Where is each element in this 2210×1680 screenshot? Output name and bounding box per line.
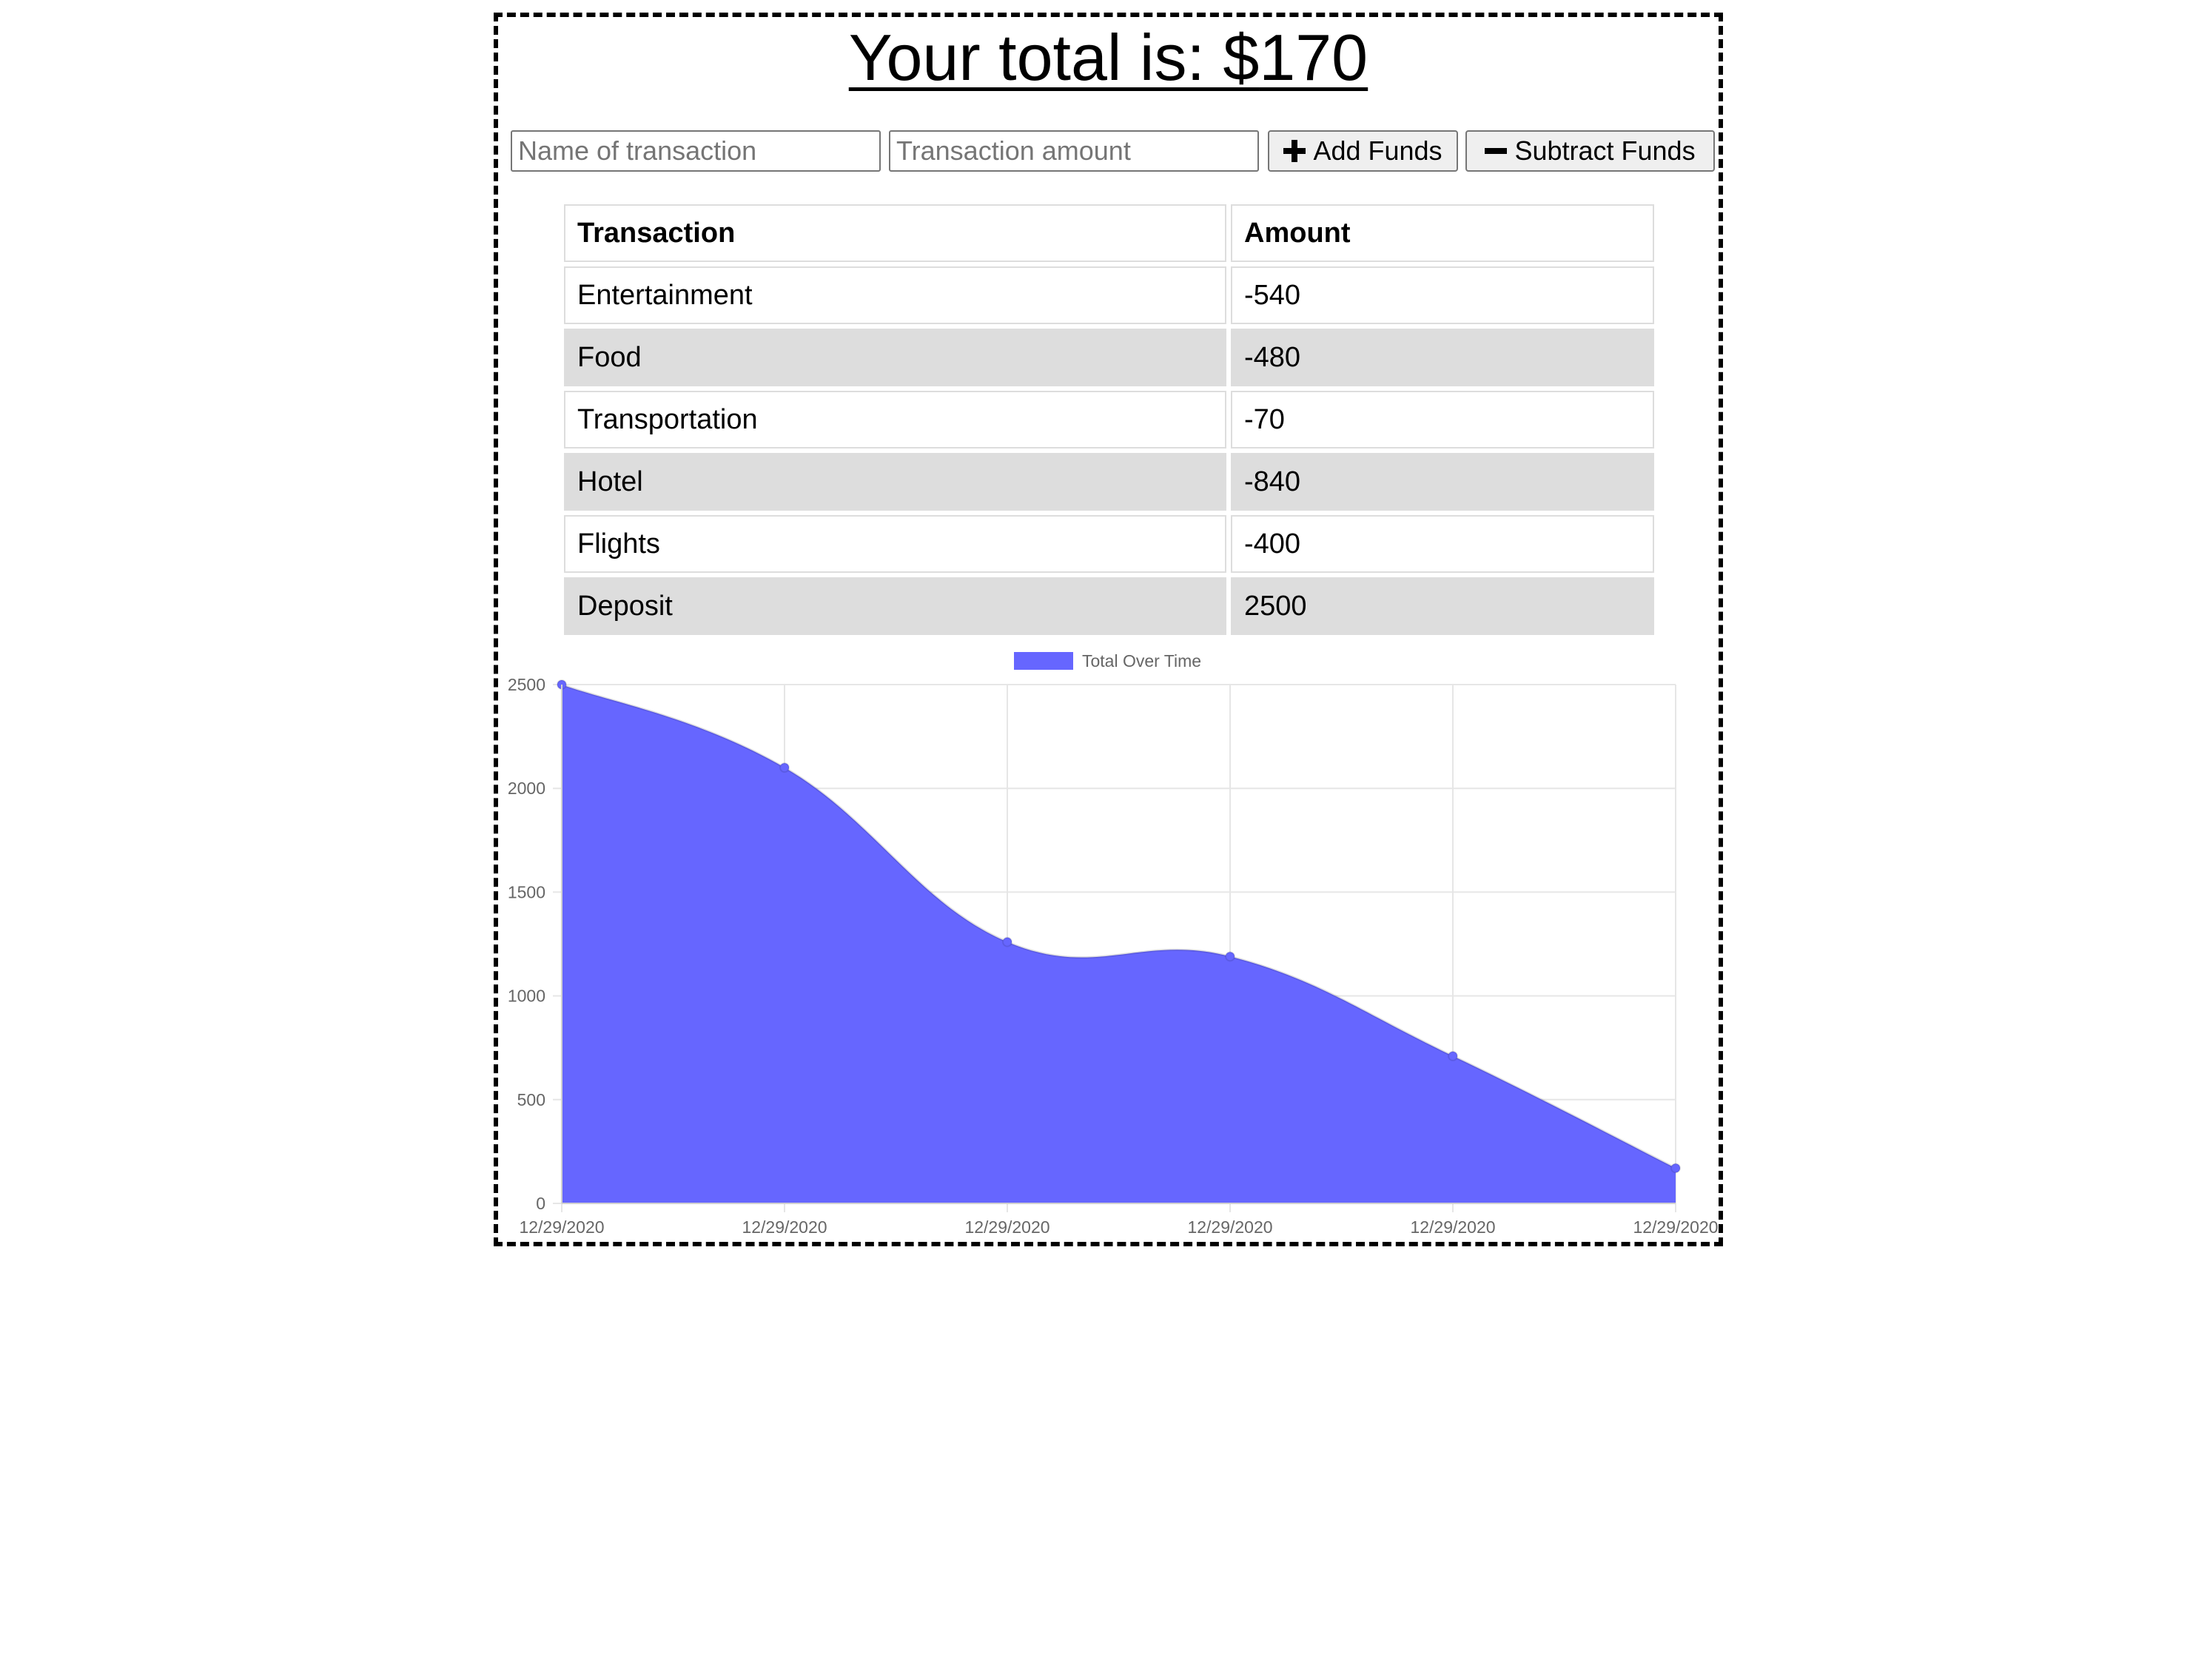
header-amount: Amount: [1231, 204, 1654, 262]
table-row: Flights -400: [564, 515, 1654, 573]
transaction-amount: -840: [1231, 453, 1654, 511]
data-point: [779, 762, 790, 773]
y-tick-label: 0: [536, 1194, 545, 1213]
header-transaction: Transaction: [564, 204, 1226, 262]
x-tick-label: 12/29/2020: [1410, 1217, 1495, 1237]
chart-svg: 0 500 1000 1500 2000 2500 12/29/2020 12/29/2020…: [508, 651, 1719, 1237]
x-tick-label: 12/29/2020: [1633, 1217, 1718, 1237]
table-header-row: Transaction Amount: [564, 204, 1654, 262]
budget-container: Your total is: $170 Add Funds Subtract F…: [494, 13, 1723, 1246]
series-area: [562, 685, 1676, 1203]
transaction-name: Food: [564, 329, 1226, 386]
y-tick-label: 2000: [508, 779, 545, 798]
y-tick-label: 1500: [508, 882, 545, 901]
x-tick-label: 12/29/2020: [1187, 1217, 1272, 1237]
data-point: [1670, 1163, 1681, 1174]
transaction-name: Transportation: [564, 391, 1226, 448]
plus-icon: [1283, 140, 1306, 162]
data-point: [1225, 951, 1235, 962]
transaction-name: Flights: [564, 515, 1226, 573]
transaction-name: Entertainment: [564, 266, 1226, 324]
legend-swatch: [1014, 652, 1073, 670]
total-prefix: Your total is: $: [848, 21, 1260, 94]
transaction-name-input[interactable]: [511, 130, 881, 172]
transaction-amount: -480: [1231, 329, 1654, 386]
table-row: Transportation -70: [564, 391, 1654, 448]
transaction-amount: -540: [1231, 266, 1654, 324]
transaction-amount: -400: [1231, 515, 1654, 573]
total-text: Your total is: $170: [849, 21, 1368, 94]
transaction-amount-input[interactable]: [889, 130, 1259, 172]
total-value: 170: [1259, 21, 1368, 94]
transactions-table: Transaction Amount Entertainment -540 Fo…: [560, 200, 1659, 639]
x-tick-label: 12/29/2020: [742, 1217, 827, 1237]
subtract-funds-button[interactable]: Subtract Funds: [1465, 130, 1715, 172]
y-tick-label: 500: [517, 1090, 545, 1109]
transaction-name: Hotel: [564, 453, 1226, 511]
total-over-time-chart: 0 500 1000 1500 2000 2500 12/29/2020 12/29/2020…: [494, 636, 1723, 1247]
y-tick-label: 1000: [508, 987, 545, 1006]
transaction-amount: 2500: [1231, 577, 1654, 635]
table-row: Food -480: [564, 329, 1654, 386]
y-tick-label: 2500: [508, 675, 545, 694]
data-point: [1002, 936, 1012, 947]
table-row: Hotel -840: [564, 453, 1654, 511]
data-point: [1448, 1050, 1458, 1061]
legend-label: Total Over Time: [1082, 651, 1201, 671]
x-tick-label: 12/29/2020: [519, 1217, 604, 1237]
series-line: [561, 683, 1676, 1169]
add-funds-label: Add Funds: [1313, 135, 1442, 166]
table-row: Deposit 2500: [564, 577, 1654, 635]
x-tick-label: 12/29/2020: [964, 1217, 1049, 1237]
table-row: Entertainment -540: [564, 266, 1654, 324]
add-funds-button[interactable]: Add Funds: [1268, 130, 1458, 172]
total-heading: Your total is: $170: [498, 17, 1719, 98]
minus-icon: [1485, 140, 1508, 162]
transaction-amount: -70: [1231, 391, 1654, 448]
transaction-name: Deposit: [564, 577, 1226, 635]
subtract-funds-label: Subtract Funds: [1514, 135, 1696, 166]
